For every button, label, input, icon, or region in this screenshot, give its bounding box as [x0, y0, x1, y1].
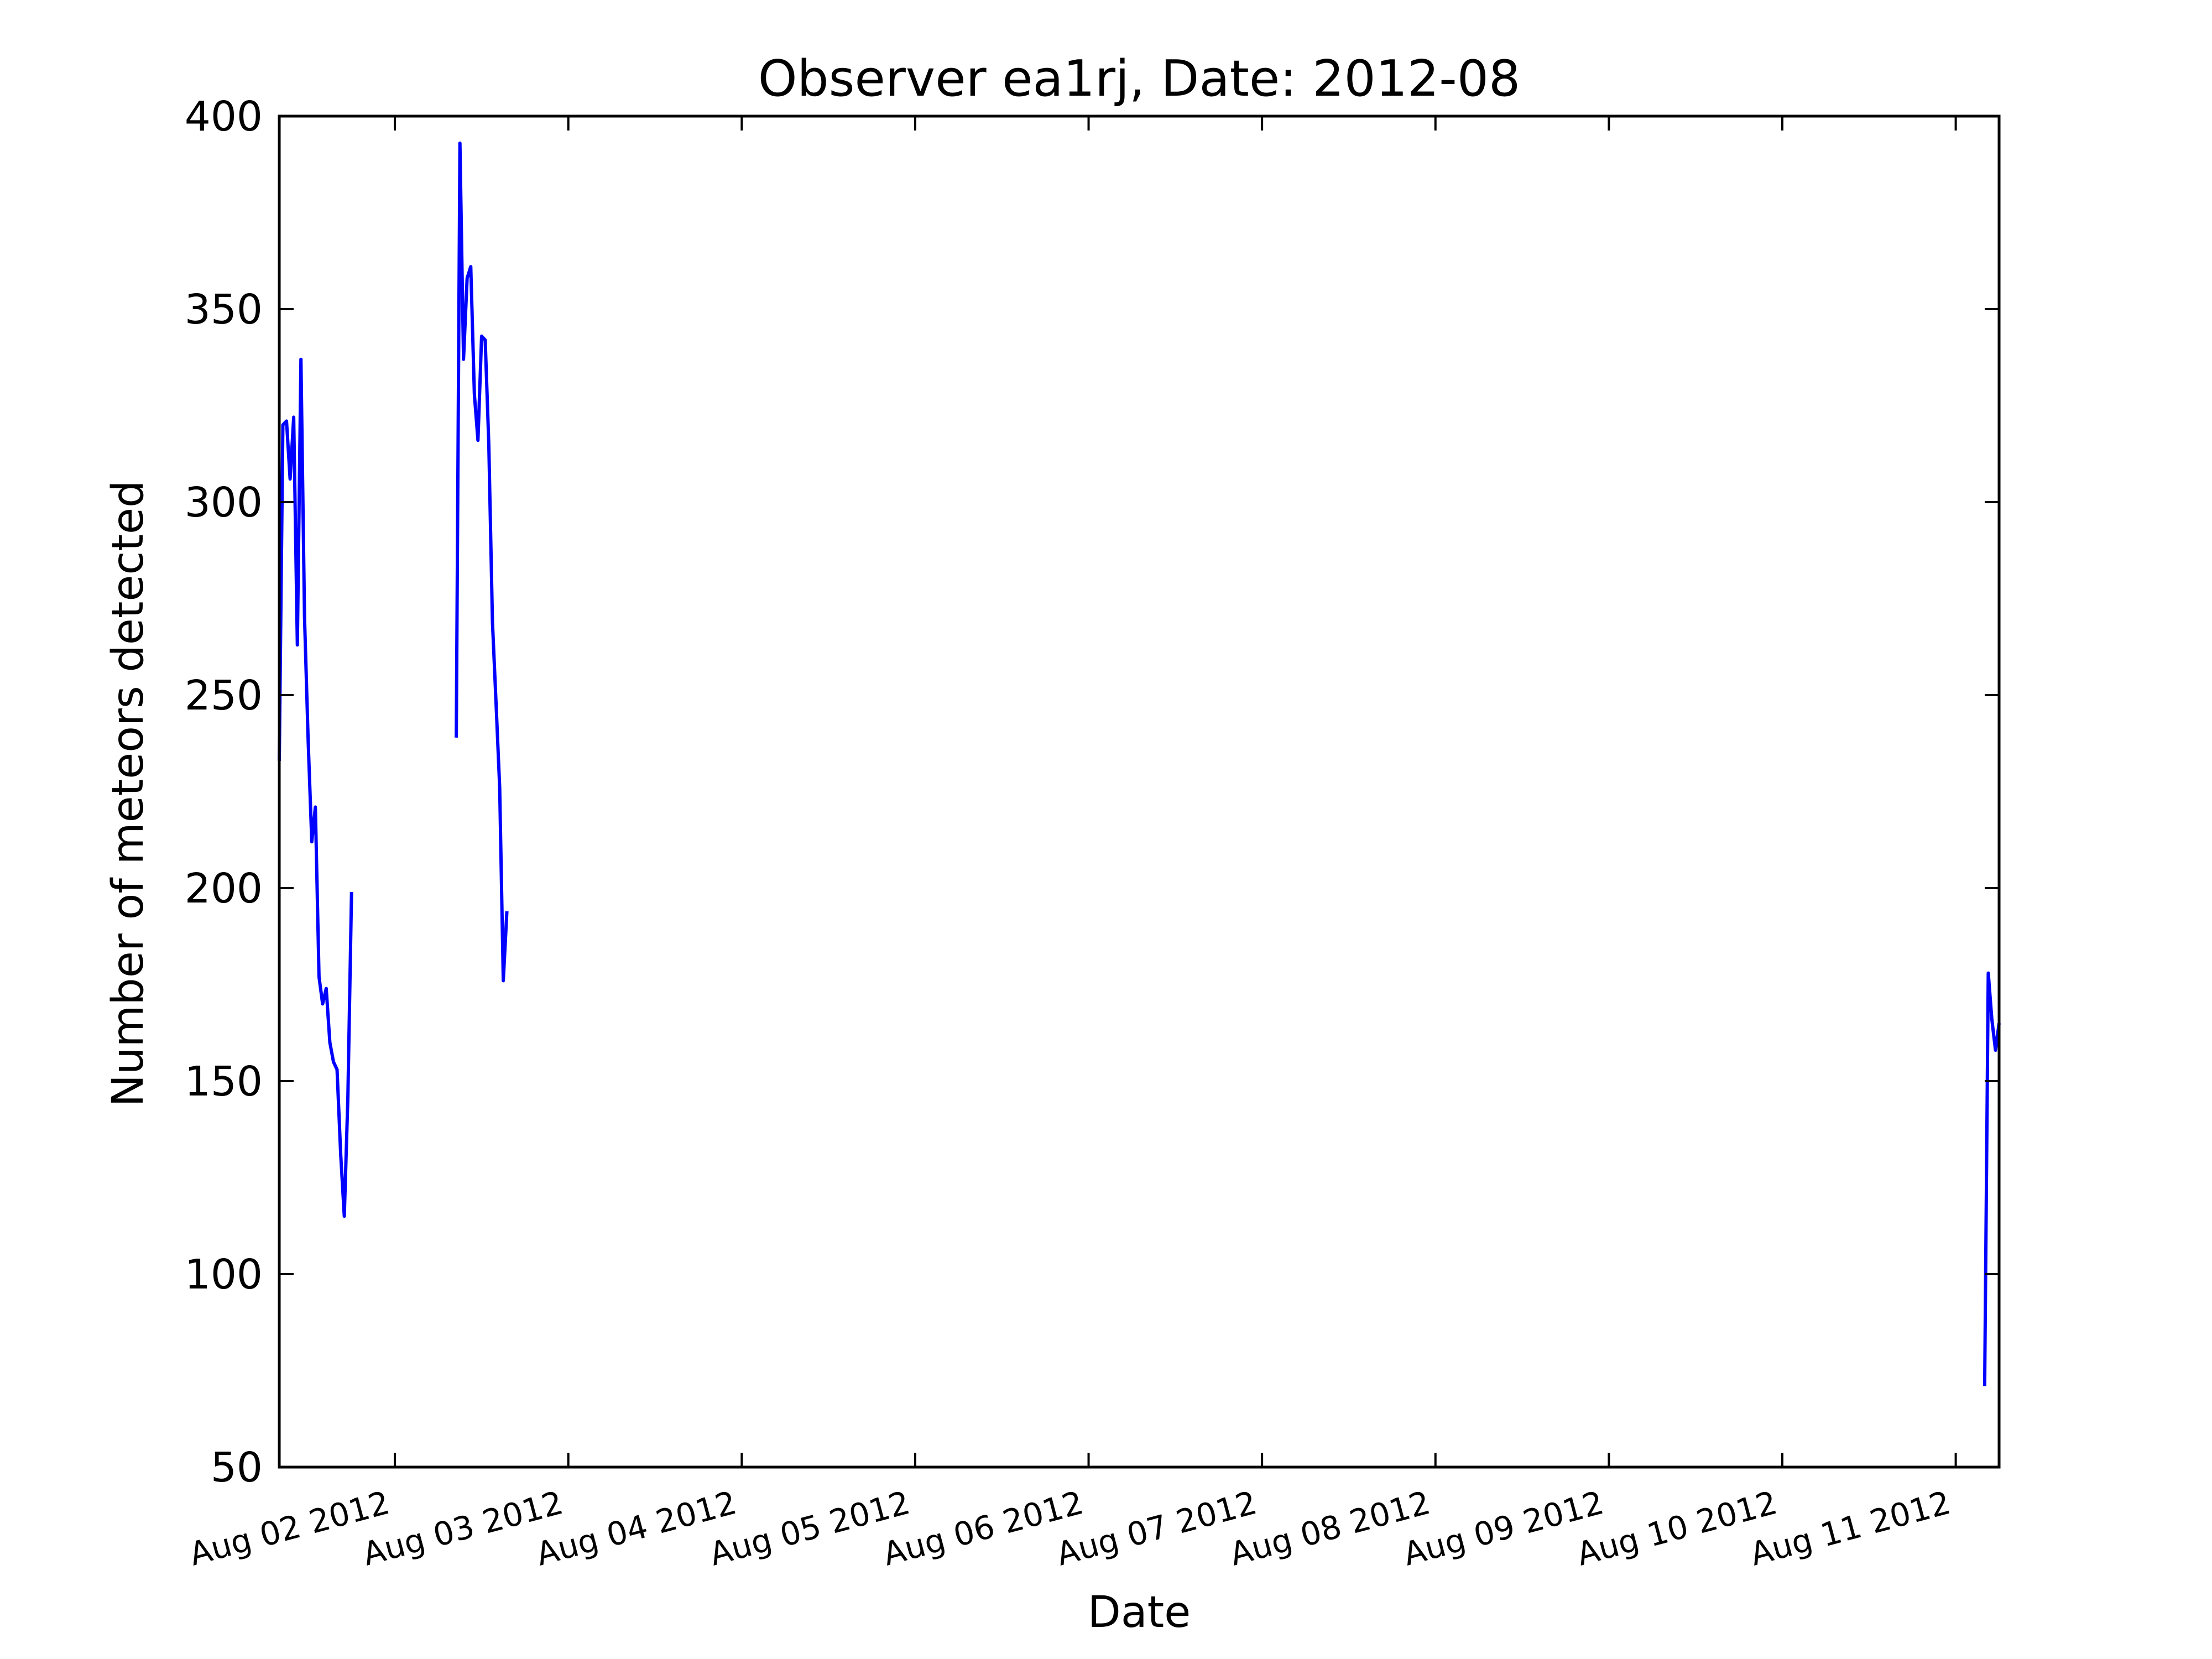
chart-title: Observer ea1rj, Date: 2012-08: [758, 50, 1521, 108]
y-tick-label: 300: [185, 479, 263, 526]
y-tick-label: 150: [185, 1058, 263, 1105]
y-tick-label: 400: [185, 93, 263, 140]
y-tick-label: 200: [185, 865, 263, 912]
series-line-segment-2: [455, 141, 509, 983]
series-line-segment-3: [1983, 971, 2001, 1386]
y-tick-label: 350: [185, 286, 263, 333]
x-axis-label: Date: [1088, 1588, 1191, 1637]
y-tick-label: 250: [185, 672, 263, 719]
y-tick-label: 50: [211, 1444, 263, 1491]
y-axis-label: Number of meteors detected: [103, 481, 153, 1107]
axes-frame: [278, 114, 2001, 1469]
y-tick-label: 100: [185, 1251, 263, 1298]
series-line-segment-1: [278, 357, 353, 1218]
